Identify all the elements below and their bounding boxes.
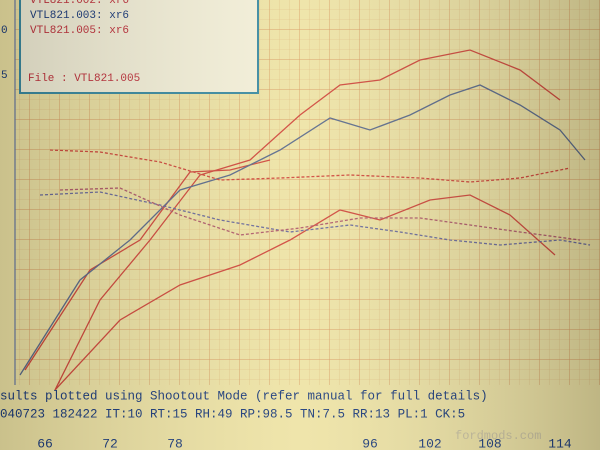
x-label: 72 xyxy=(102,436,118,450)
footer-line: 040723 182422 IT:10 RT:15 RH:49 RP:98.5 … xyxy=(0,407,465,421)
legend-entry: VTL821.003: xr6 xyxy=(30,10,129,22)
legend-entry: VTL821.002: xr6 xyxy=(30,0,129,7)
x-label: 96 xyxy=(362,436,378,450)
file-label: File : VTL821.005 xyxy=(28,73,140,85)
y-label: 0 xyxy=(1,25,8,37)
x-label: 78 xyxy=(167,436,183,450)
x-label: 108 xyxy=(478,436,501,450)
footer-line: sults plotted using Shootout Mode (refer… xyxy=(0,389,488,403)
x-label: 102 xyxy=(418,436,441,450)
x-label: 114 xyxy=(548,436,572,450)
y-label: 5 xyxy=(1,70,8,82)
legend: VTL821.002: xr6 VTL821.003: xr6 VTL821.005… xyxy=(30,0,129,37)
legend-entry: VTL821.005: xr6 xyxy=(30,25,129,37)
x-label: 66 xyxy=(37,436,53,450)
